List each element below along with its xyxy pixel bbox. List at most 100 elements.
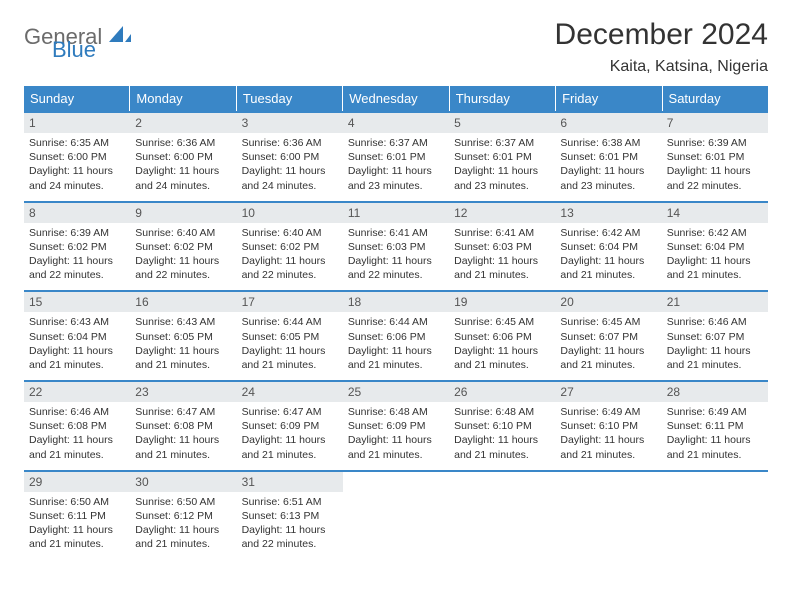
sail-icon [107, 24, 133, 47]
day-cell: 23Sunrise: 6:47 AMSunset: 6:08 PMDayligh… [130, 382, 236, 470]
day-number: 13 [555, 203, 661, 223]
day-body: Sunrise: 6:50 AMSunset: 6:11 PMDaylight:… [24, 492, 130, 560]
day-number: 8 [24, 203, 130, 223]
day-cell: 30Sunrise: 6:50 AMSunset: 6:12 PMDayligh… [130, 472, 236, 560]
dow-cell: Saturday [663, 86, 768, 111]
day-body: Sunrise: 6:43 AMSunset: 6:04 PMDaylight:… [24, 312, 130, 380]
day-cell: 25Sunrise: 6:48 AMSunset: 6:09 PMDayligh… [343, 382, 449, 470]
day-body: Sunrise: 6:41 AMSunset: 6:03 PMDaylight:… [343, 223, 449, 291]
location-text: Kaita, Katsina, Nigeria [555, 58, 768, 76]
day-number: 23 [130, 382, 236, 402]
day-number: 26 [449, 382, 555, 402]
day-cell: 21Sunrise: 6:46 AMSunset: 6:07 PMDayligh… [662, 292, 768, 380]
day-body: Sunrise: 6:41 AMSunset: 6:03 PMDaylight:… [449, 223, 555, 291]
day-body: Sunrise: 6:44 AMSunset: 6:06 PMDaylight:… [343, 312, 449, 380]
weeks-container: 1Sunrise: 6:35 AMSunset: 6:00 PMDaylight… [24, 111, 768, 559]
day-cell: 22Sunrise: 6:46 AMSunset: 6:08 PMDayligh… [24, 382, 130, 470]
day-number: 16 [130, 292, 236, 312]
day-body: Sunrise: 6:36 AMSunset: 6:00 PMDaylight:… [237, 133, 343, 201]
day-number: 22 [24, 382, 130, 402]
day-number: 31 [237, 472, 343, 492]
day-cell [662, 472, 768, 560]
dow-cell: Sunday [24, 86, 130, 111]
day-body: Sunrise: 6:49 AMSunset: 6:10 PMDaylight:… [555, 402, 661, 470]
dow-cell: Wednesday [343, 86, 449, 111]
week-row: 8Sunrise: 6:39 AMSunset: 6:02 PMDaylight… [24, 201, 768, 291]
day-number: 17 [237, 292, 343, 312]
day-body: Sunrise: 6:44 AMSunset: 6:05 PMDaylight:… [237, 312, 343, 380]
day-number: 2 [130, 113, 236, 133]
day-cell: 8Sunrise: 6:39 AMSunset: 6:02 PMDaylight… [24, 203, 130, 291]
days-of-week-row: SundayMondayTuesdayWednesdayThursdayFrid… [24, 86, 768, 111]
day-body: Sunrise: 6:48 AMSunset: 6:09 PMDaylight:… [343, 402, 449, 470]
day-cell [343, 472, 449, 560]
day-cell: 29Sunrise: 6:50 AMSunset: 6:11 PMDayligh… [24, 472, 130, 560]
day-cell: 26Sunrise: 6:48 AMSunset: 6:10 PMDayligh… [449, 382, 555, 470]
day-body: Sunrise: 6:38 AMSunset: 6:01 PMDaylight:… [555, 133, 661, 201]
day-cell: 17Sunrise: 6:44 AMSunset: 6:05 PMDayligh… [237, 292, 343, 380]
day-body: Sunrise: 6:43 AMSunset: 6:05 PMDaylight:… [130, 312, 236, 380]
day-body: Sunrise: 6:45 AMSunset: 6:07 PMDaylight:… [555, 312, 661, 380]
day-cell: 24Sunrise: 6:47 AMSunset: 6:09 PMDayligh… [237, 382, 343, 470]
day-cell: 6Sunrise: 6:38 AMSunset: 6:01 PMDaylight… [555, 113, 661, 201]
day-cell: 14Sunrise: 6:42 AMSunset: 6:04 PMDayligh… [662, 203, 768, 291]
day-body: Sunrise: 6:45 AMSunset: 6:06 PMDaylight:… [449, 312, 555, 380]
day-number: 4 [343, 113, 449, 133]
day-body: Sunrise: 6:35 AMSunset: 6:00 PMDaylight:… [24, 133, 130, 201]
day-number: 1 [24, 113, 130, 133]
day-body: Sunrise: 6:50 AMSunset: 6:12 PMDaylight:… [130, 492, 236, 560]
day-number: 24 [237, 382, 343, 402]
day-number: 7 [662, 113, 768, 133]
day-number: 30 [130, 472, 236, 492]
day-cell: 31Sunrise: 6:51 AMSunset: 6:13 PMDayligh… [237, 472, 343, 560]
day-number: 3 [237, 113, 343, 133]
day-number: 19 [449, 292, 555, 312]
day-cell: 27Sunrise: 6:49 AMSunset: 6:10 PMDayligh… [555, 382, 661, 470]
day-number: 21 [662, 292, 768, 312]
day-number: 10 [237, 203, 343, 223]
day-cell: 20Sunrise: 6:45 AMSunset: 6:07 PMDayligh… [555, 292, 661, 380]
logo-text-block: General Blue [24, 24, 133, 61]
day-body: Sunrise: 6:39 AMSunset: 6:01 PMDaylight:… [662, 133, 768, 201]
day-body: Sunrise: 6:40 AMSunset: 6:02 PMDaylight:… [130, 223, 236, 291]
day-body: Sunrise: 6:42 AMSunset: 6:04 PMDaylight:… [662, 223, 768, 291]
day-cell: 10Sunrise: 6:40 AMSunset: 6:02 PMDayligh… [237, 203, 343, 291]
day-body: Sunrise: 6:42 AMSunset: 6:04 PMDaylight:… [555, 223, 661, 291]
day-number: 29 [24, 472, 130, 492]
dow-cell: Monday [130, 86, 236, 111]
day-cell: 9Sunrise: 6:40 AMSunset: 6:02 PMDaylight… [130, 203, 236, 291]
day-number: 28 [662, 382, 768, 402]
header-row: General Blue December 2024 Kaita, Katsin… [24, 18, 768, 76]
day-body: Sunrise: 6:51 AMSunset: 6:13 PMDaylight:… [237, 492, 343, 560]
day-cell: 7Sunrise: 6:39 AMSunset: 6:01 PMDaylight… [662, 113, 768, 201]
day-cell: 28Sunrise: 6:49 AMSunset: 6:11 PMDayligh… [662, 382, 768, 470]
day-number: 15 [24, 292, 130, 312]
day-body: Sunrise: 6:37 AMSunset: 6:01 PMDaylight:… [343, 133, 449, 201]
day-cell: 15Sunrise: 6:43 AMSunset: 6:04 PMDayligh… [24, 292, 130, 380]
day-body: Sunrise: 6:47 AMSunset: 6:09 PMDaylight:… [237, 402, 343, 470]
week-row: 1Sunrise: 6:35 AMSunset: 6:00 PMDaylight… [24, 111, 768, 201]
title-block: December 2024 Kaita, Katsina, Nigeria [555, 18, 768, 76]
day-cell [449, 472, 555, 560]
day-body: Sunrise: 6:48 AMSunset: 6:10 PMDaylight:… [449, 402, 555, 470]
day-cell [555, 472, 661, 560]
day-number: 6 [555, 113, 661, 133]
calendar-page: General Blue December 2024 Kaita, Katsin… [0, 0, 792, 559]
day-cell: 12Sunrise: 6:41 AMSunset: 6:03 PMDayligh… [449, 203, 555, 291]
calendar-grid: SundayMondayTuesdayWednesdayThursdayFrid… [24, 86, 768, 559]
day-body: Sunrise: 6:46 AMSunset: 6:07 PMDaylight:… [662, 312, 768, 380]
day-cell: 19Sunrise: 6:45 AMSunset: 6:06 PMDayligh… [449, 292, 555, 380]
month-title: December 2024 [555, 18, 768, 52]
day-cell: 16Sunrise: 6:43 AMSunset: 6:05 PMDayligh… [130, 292, 236, 380]
day-cell: 4Sunrise: 6:37 AMSunset: 6:01 PMDaylight… [343, 113, 449, 201]
day-body: Sunrise: 6:40 AMSunset: 6:02 PMDaylight:… [237, 223, 343, 291]
week-row: 22Sunrise: 6:46 AMSunset: 6:08 PMDayligh… [24, 380, 768, 470]
day-cell: 5Sunrise: 6:37 AMSunset: 6:01 PMDaylight… [449, 113, 555, 201]
day-number: 12 [449, 203, 555, 223]
dow-cell: Thursday [450, 86, 556, 111]
day-cell: 13Sunrise: 6:42 AMSunset: 6:04 PMDayligh… [555, 203, 661, 291]
day-number: 27 [555, 382, 661, 402]
day-cell: 3Sunrise: 6:36 AMSunset: 6:00 PMDaylight… [237, 113, 343, 201]
day-number: 20 [555, 292, 661, 312]
day-cell: 18Sunrise: 6:44 AMSunset: 6:06 PMDayligh… [343, 292, 449, 380]
